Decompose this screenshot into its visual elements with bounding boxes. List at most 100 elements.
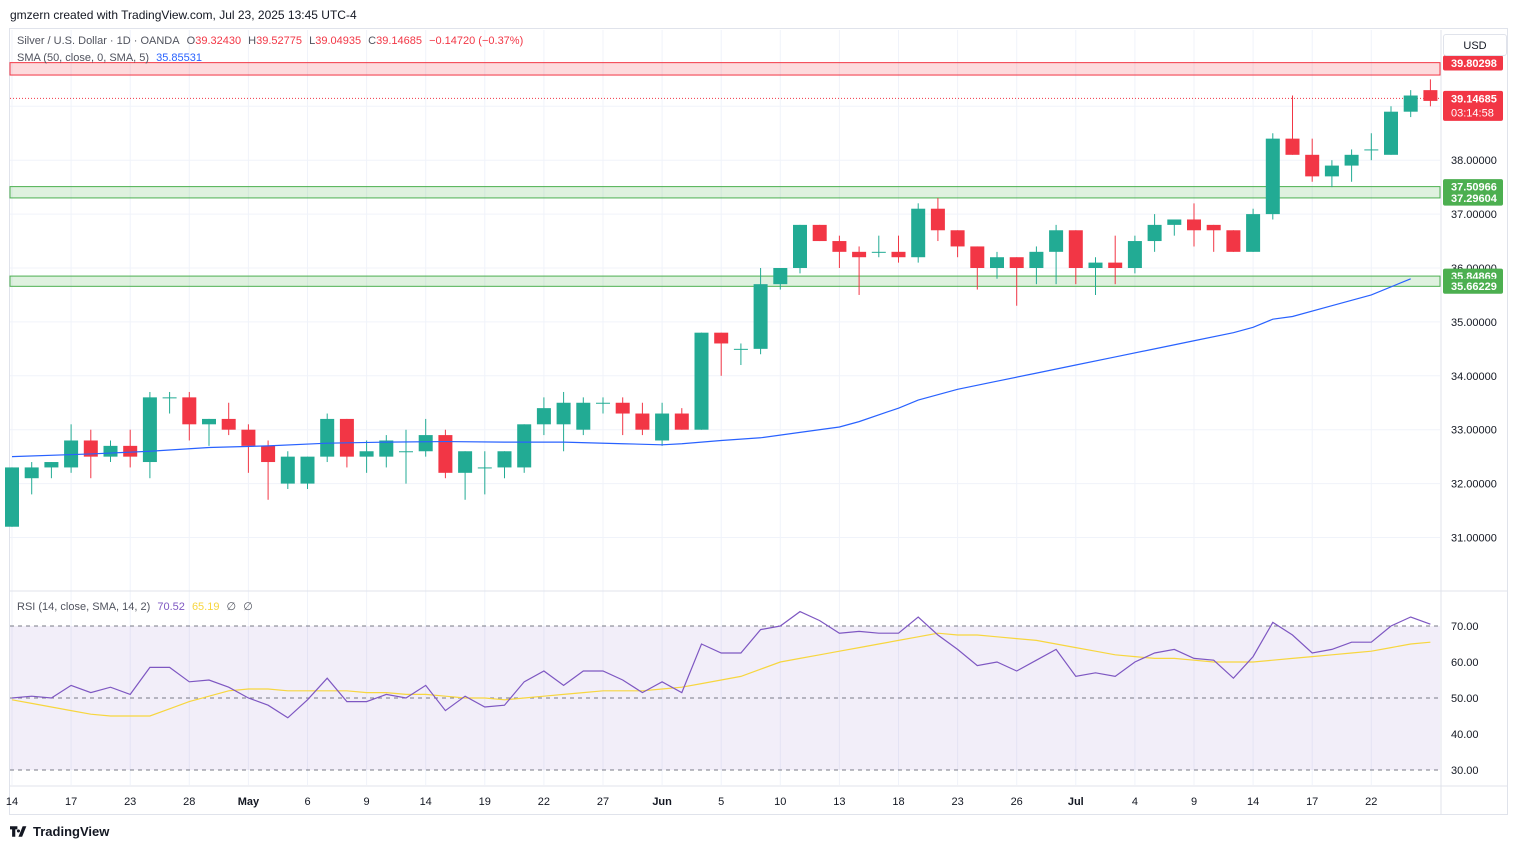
- time-tick-label: 13: [833, 796, 845, 808]
- candle: [64, 424, 79, 473]
- candle: [635, 402, 650, 436]
- candle-body: [261, 445, 276, 463]
- candle-body: [812, 224, 827, 242]
- candle-body: [300, 456, 315, 484]
- time-tick-label: Jul: [1068, 796, 1084, 808]
- candle-body: [24, 467, 39, 479]
- currency-button[interactable]: USD: [1443, 34, 1507, 56]
- price-tick-label: 34.00000: [1451, 371, 1497, 383]
- candle-body: [1187, 219, 1201, 231]
- price-label-box: [1443, 90, 1503, 121]
- candle: [812, 224, 827, 242]
- candle: [871, 235, 886, 258]
- time-tick-label: Jun: [652, 796, 672, 808]
- price-tick-label: 38.00000: [1451, 155, 1497, 167]
- tradingview-logo-icon: [10, 826, 27, 837]
- candle-body: [44, 462, 59, 468]
- candle: [142, 391, 157, 479]
- candle: [1226, 230, 1241, 252]
- rsi-line: [11, 610, 1431, 719]
- candle-body: [1324, 165, 1339, 177]
- candle: [438, 429, 453, 479]
- candle-body: [891, 251, 906, 258]
- candle: [202, 418, 216, 446]
- price-tick-label: 35.00000: [1451, 317, 1497, 329]
- time-tick-label: 28: [183, 796, 195, 808]
- rsi-tick-label: 60.00: [1451, 657, 1479, 669]
- candle-body: [1246, 214, 1261, 252]
- candle: [1403, 90, 1418, 118]
- candle-body: [773, 268, 788, 285]
- resistance-price-label: 39.80298: [1443, 55, 1503, 71]
- candle: [970, 246, 985, 290]
- time-tick-label: 26: [1011, 796, 1023, 808]
- candle-body: [379, 440, 394, 457]
- candle: [280, 451, 295, 489]
- candle: [123, 429, 138, 468]
- time-tick-label: 19: [479, 796, 491, 808]
- candle-body: [1108, 262, 1123, 268]
- candle: [536, 397, 551, 436]
- candle: [576, 397, 591, 436]
- candle-body: [221, 418, 236, 430]
- support-price-label: 37.50966: [1443, 179, 1503, 195]
- time-tick-label: 9: [1191, 796, 1197, 808]
- candle-body: [1265, 138, 1280, 215]
- candle-body: [1167, 219, 1182, 225]
- candle: [733, 343, 748, 366]
- candle-body: [142, 397, 157, 463]
- low-value: 39.04935: [315, 35, 362, 47]
- price-label-box: [1443, 179, 1503, 195]
- candle-body: [733, 348, 748, 350]
- candle-body: [852, 251, 867, 258]
- candle: [694, 332, 709, 430]
- sma-line: [11, 278, 1411, 458]
- price-label-box: [1443, 55, 1503, 71]
- footer-brand[interactable]: TradingView: [10, 824, 109, 839]
- candle-body: [615, 402, 630, 414]
- support-zone: [9, 275, 1441, 287]
- candle: [1246, 208, 1261, 252]
- candle: [714, 332, 729, 376]
- price-tick-label: 32.00000: [1451, 479, 1497, 491]
- candle-body: [202, 418, 216, 425]
- candle-body: [655, 413, 670, 441]
- candle-body: [930, 208, 945, 231]
- time-tick-label: 17: [65, 796, 77, 808]
- candle: [44, 462, 59, 479]
- candle: [852, 246, 867, 295]
- candle: [1127, 235, 1142, 274]
- candle: [1088, 257, 1103, 295]
- candle-body: [359, 451, 374, 457]
- symbol-label: Silver / U.S. Dollar · 1D · OANDA: [17, 35, 180, 47]
- candle-body: [1403, 95, 1418, 112]
- candle-body: [753, 284, 768, 349]
- open-value: 39.32430: [195, 35, 242, 47]
- candle: [596, 397, 610, 414]
- candle-body: [1127, 241, 1142, 268]
- rsi-ma-value: 65.19: [191, 601, 220, 613]
- attribution-text: gmzern created with TradingView.com, Jul…: [10, 8, 357, 22]
- sma-legend[interactable]: SMA (50, close, 0, SMA, 5) 35.85531: [17, 52, 206, 64]
- candle-body: [1285, 138, 1300, 155]
- candle: [477, 451, 492, 495]
- candle: [1324, 160, 1339, 188]
- candle-body: [556, 402, 571, 425]
- candle-body: [793, 224, 807, 268]
- price-tick-label: 33.00000: [1451, 425, 1497, 437]
- candle-body: [103, 445, 118, 457]
- candle-body: [458, 451, 473, 473]
- candle-body: [1364, 149, 1379, 151]
- candle-body: [694, 332, 709, 430]
- time-tick-label: 14: [1247, 796, 1259, 808]
- rsi-ma-line: [11, 632, 1431, 717]
- candle-body: [1068, 230, 1083, 268]
- candle: [950, 230, 965, 258]
- candle-body: [911, 208, 926, 258]
- candle: [1364, 133, 1379, 161]
- rsi-tick-label: 50.00: [1451, 693, 1479, 705]
- time-tick-label: 22: [1365, 796, 1377, 808]
- rsi-legend[interactable]: RSI (14, close, SMA, 14, 2) 70.52 65.19 …: [17, 600, 257, 613]
- candle: [930, 197, 945, 242]
